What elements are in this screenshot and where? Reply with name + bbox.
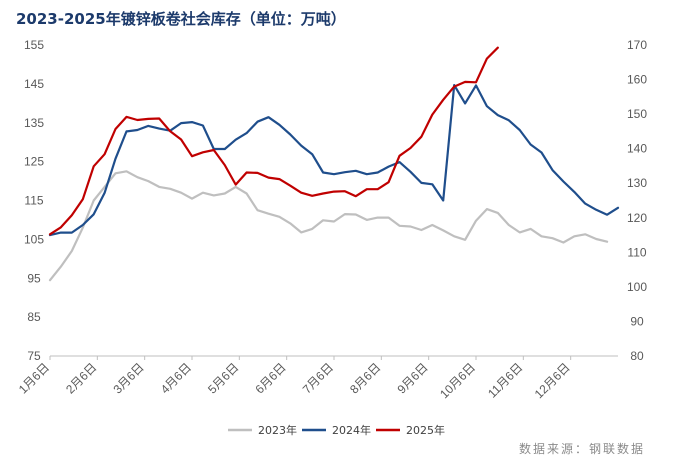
x-tick-label: 7月6日 [300,360,336,396]
legend-label-2023: 2023年 [258,423,297,437]
chart-title: 2023-2025年镀锌板卷社会库存（单位：万吨） [16,10,346,28]
y-left-tick-label: 135 [24,116,44,130]
y-right-tick-label: 170 [627,38,647,52]
y-right-tick-label: 90 [630,314,644,328]
y-right-tick-label: 150 [627,107,647,121]
x-tick-label: 4月6日 [158,360,194,396]
series-line-2024 [48,83,620,237]
source-note: 数据来源：钢联数据 [518,442,645,456]
y-left-tick-label: 125 [24,155,44,169]
y-right-tick-label: 130 [627,176,647,190]
series-layer [48,46,620,282]
y-left-tick-label: 85 [27,310,41,324]
y-left-tick-label: 95 [27,271,41,285]
legend: 2023年 2024年 2025年 [228,423,445,437]
x-tick-label: 2月6日 [63,360,99,396]
x-tick-label: 5月6日 [205,360,241,396]
y-right-tick-label: 80 [630,349,644,363]
y-left-tick-label: 155 [24,38,44,52]
y-right-tick-label: 120 [627,211,647,225]
x-tick-label: 10月6日 [437,360,478,401]
y-right-tick-label: 140 [627,142,647,156]
legend-label-2025: 2025年 [406,423,445,437]
y-right-tick-label: 100 [627,280,647,294]
x-tick-label: 6月6日 [252,360,288,396]
legend-label-2024: 2024年 [332,423,371,437]
x-tick-label: 9月6日 [394,360,430,396]
y-left-tick-label: 105 [24,232,44,246]
y-right-tick-label: 160 [627,73,647,87]
series-line-2023 [48,170,609,282]
x-tick-label: 1月6日 [16,360,52,396]
axes: 1月6日 2月6日 3月6日 4月6日 5月6日 6月6日 7月6日 8月6日 9月6日 10月6… [16,38,648,401]
y-right-tick-label: 110 [627,245,646,259]
y-left-tick-label: 115 [24,194,43,208]
x-tick-label: 12月6日 [532,360,573,401]
x-tick-label: 11月6日 [485,360,525,400]
y-left-tick-label: 145 [24,77,44,91]
x-tick-label: 8月6日 [347,360,383,396]
y-left-tick-label: 75 [27,349,41,363]
x-tick-label: 3月6日 [110,360,146,396]
series-line-2025 [48,46,499,236]
